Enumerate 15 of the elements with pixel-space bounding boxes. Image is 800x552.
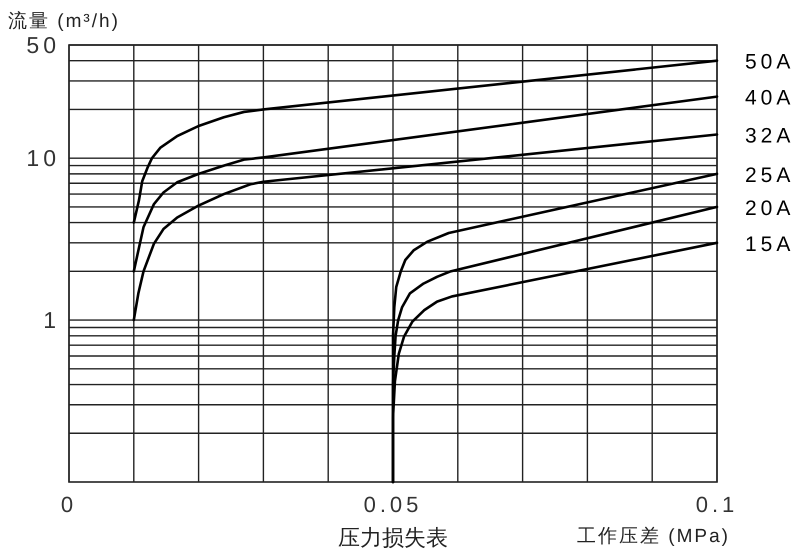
title: 压力损失表 xyxy=(338,525,448,550)
y-tick-label: 50 xyxy=(26,32,60,58)
y-tick-label: 10 xyxy=(26,145,60,172)
x-tick-label: 0.1 xyxy=(696,492,738,517)
x-tick-label: 0 xyxy=(60,492,78,517)
xlabel: 工作压差 (MPa) xyxy=(577,526,730,547)
series-label: 50A xyxy=(745,50,794,74)
series-label: 32A xyxy=(745,124,794,148)
series-label: 15A xyxy=(745,232,794,256)
y-tick-label: 1 xyxy=(43,307,60,334)
series-label: 40A xyxy=(745,86,794,110)
series-label: 25A xyxy=(745,164,794,187)
ylabel: 流量 (m³/h) xyxy=(8,11,120,32)
x-tick-label: 0.05 xyxy=(364,492,422,517)
series-label: 20A xyxy=(745,196,794,220)
